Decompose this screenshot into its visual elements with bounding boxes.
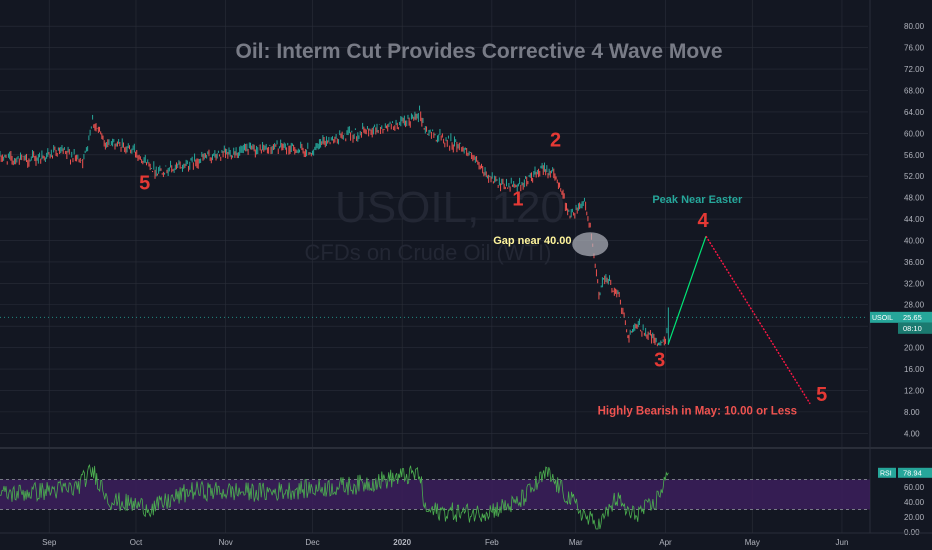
projection-series [667,235,811,405]
wave-label: 4 [698,210,710,232]
time-tick-label: Sep [42,538,57,547]
last-price-value: 25.65 [903,313,922,322]
price-tick-label: 44.00 [904,215,925,224]
price-tick-label: 76.00 [904,44,925,53]
price-tick-label: 52.00 [904,172,925,181]
price-tick-label: 60.00 [904,129,925,138]
price-tick-label: 80.00 [904,22,925,31]
price-tick-label: 68.00 [904,86,925,95]
rsi-tick-label: 20.00 [904,513,925,522]
time-axis: Sep Oct Nov Dec 2020 Feb Mar Apr May Jun [42,538,848,547]
last-price-countdown: 08:10 [903,324,922,333]
gap-marker [572,232,609,257]
chart-title: Oil: Interm Cut Provides Corrective 4 Wa… [235,40,722,63]
price-series [0,105,669,347]
wave-label: 3 [654,349,665,371]
time-tick-label: Dec [305,538,319,547]
rsi-series [0,464,669,530]
price-tick-label: 8.00 [904,408,920,417]
last-price-symbol: USOIL [872,315,893,322]
time-tick-label: Nov [219,538,233,547]
price-tick-label: 20.00 [904,344,925,353]
annotation-peak-note: Peak Near Easter [652,194,743,206]
price-tick-label: 64.00 [904,108,925,117]
time-tick-label: Apr [659,538,672,547]
wave-label: 2 [550,130,561,152]
time-tick-label: Mar [569,538,583,547]
price-tick-label: 12.00 [904,386,925,395]
price-tick-label: 32.00 [904,279,925,288]
price-tick-label: 4.00 [904,429,920,438]
rsi-line [0,464,669,530]
rsi-tick-label: 40.00 [904,498,925,507]
time-tick-label: Oct [130,538,143,547]
price-tick-label: 56.00 [904,151,925,160]
time-tick-label: 2020 [393,538,411,547]
time-tick-label: May [745,538,760,547]
time-tick-label: Feb [485,538,499,547]
annotation-gap-note: Gap near 40.00 [493,235,571,247]
price-tick-label: 72.00 [904,65,925,74]
projection-up-line [667,235,707,345]
time-tick-label: Jun [836,538,849,547]
wave-label: 5 [139,173,150,195]
wave-label: 5 [816,384,827,406]
rsi-tag: RSI 78.94 [878,467,932,478]
projection-down-line [705,235,811,405]
price-tick-label: 40.00 [904,236,925,245]
price-tick-label: 36.00 [904,258,925,267]
price-tick-label: 48.00 [904,194,925,203]
wave-label: 1 [512,189,523,211]
watermark-symbol: USOIL, 120 [335,183,565,232]
rsi-tag-value: 78.94 [903,468,922,477]
last-price-tag: USOIL 25.65 08:10 [870,311,932,334]
watermark-description: CFDs on Crude Oil (WTI) [305,240,552,265]
price-tick-label: 28.00 [904,301,925,310]
rsi-tick-label: 60.00 [904,483,925,492]
rsi-tag-label: RSI [880,470,892,477]
price-tick-label: 16.00 [904,365,925,374]
annotations: 5 1 2 3 4 5 Peak Near Easter Gap near 40.00 High… [139,130,827,418]
grid-lines [0,0,868,533]
annotation-bearish-note: Highly Bearish in May: 10.00 or Less [598,406,797,418]
price-axis-panel [870,0,932,550]
